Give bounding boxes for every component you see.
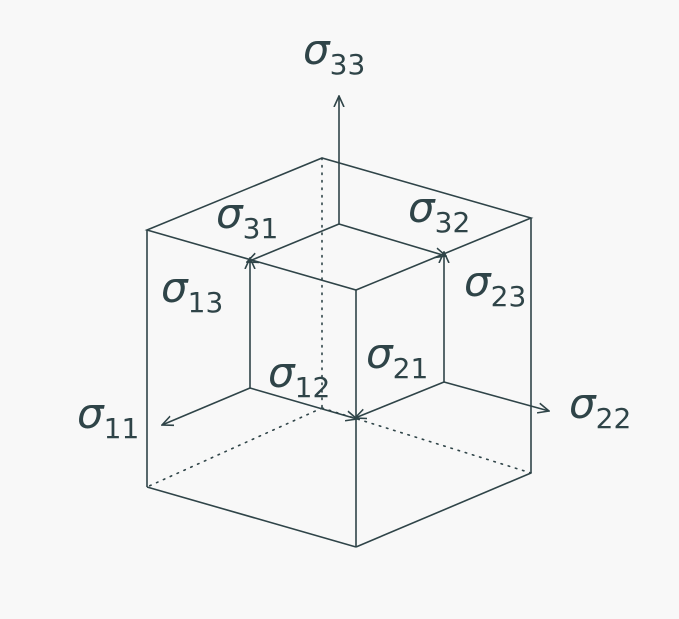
label-sigma13: σ13 <box>161 263 223 319</box>
top-face-vectors <box>247 96 446 262</box>
sigma31-arrow <box>247 223 340 262</box>
sigma22-arrow <box>443 381 549 411</box>
cube-outline <box>144 157 534 548</box>
hidden-edges <box>146 157 532 488</box>
cube-edge-bottom-left <box>146 486 357 548</box>
stress-labels: σ33 σ31 σ32 σ13 σ23 σ21 σ12 σ11 σ22 <box>77 25 631 445</box>
sigma11-arrow <box>162 387 251 425</box>
label-sigma33: σ33 <box>303 25 365 81</box>
right-face-vectors <box>355 252 549 418</box>
label-sigma23: σ23 <box>464 257 526 313</box>
hidden-edge-left <box>146 407 323 488</box>
label-sigma21: σ21 <box>366 329 428 385</box>
label-sigma12: σ12 <box>268 348 330 404</box>
left-face-vectors <box>162 258 357 425</box>
cube-edge-bottom-right <box>355 472 532 548</box>
sigma12-arrow <box>249 387 357 419</box>
sigma32-arrow <box>338 223 446 256</box>
label-sigma32: σ32 <box>408 183 470 239</box>
label-sigma22: σ22 <box>569 379 631 435</box>
label-sigma31: σ31 <box>216 189 278 245</box>
sigma21-arrow <box>355 381 445 418</box>
label-sigma11: σ11 <box>77 389 139 445</box>
